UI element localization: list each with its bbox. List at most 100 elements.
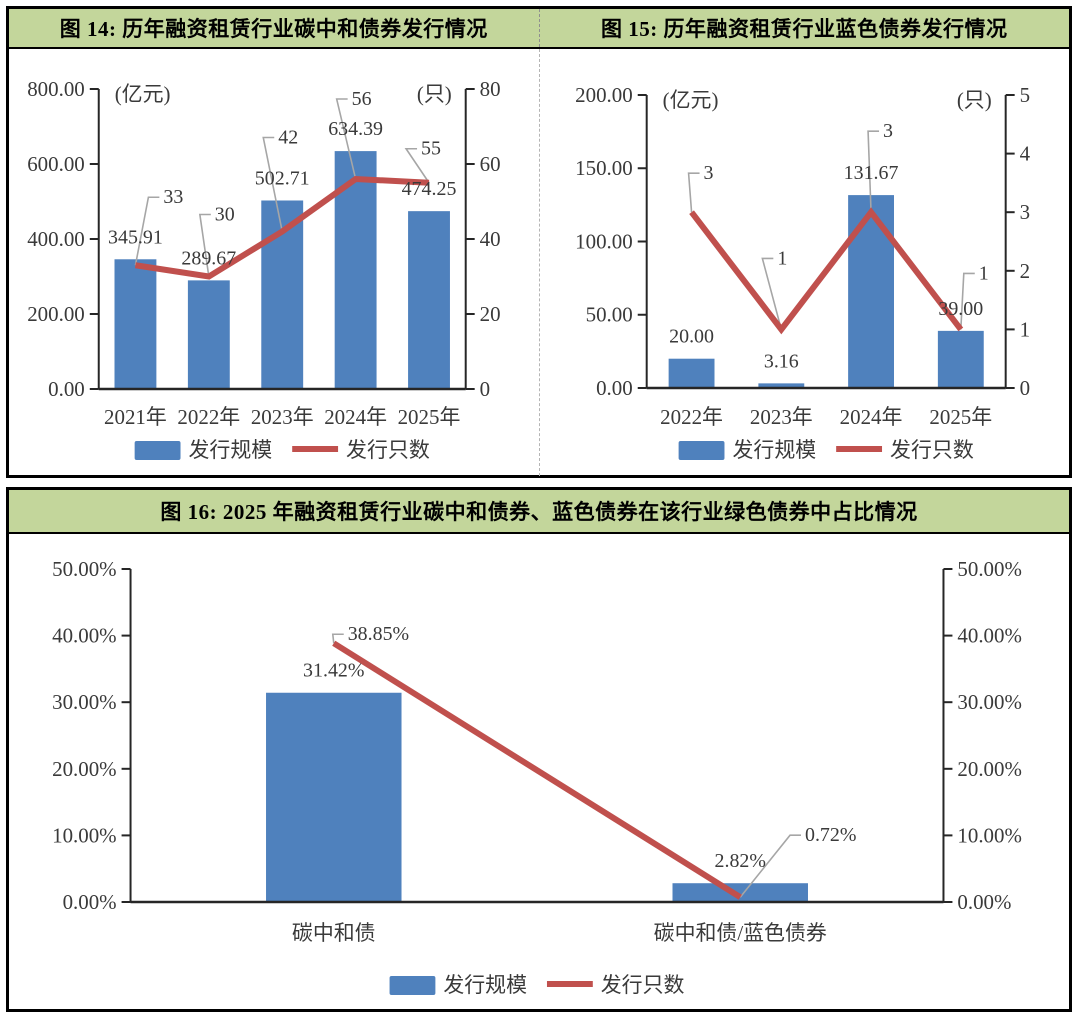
bar	[408, 211, 450, 389]
data-labels: 31.42% 2.82% 38.85% 0.72% 碳中和债 碳中和债/蓝色债券	[292, 623, 857, 945]
right-tick-label: 2	[1019, 259, 1029, 283]
right-tick-label: 5	[1019, 83, 1029, 107]
line-value-label: 56	[352, 88, 372, 110]
figure-14-title: 图 14: 历年融资租赁行业碳中和债券发行情况	[9, 9, 540, 47]
leader-line	[959, 272, 975, 330]
legend-bar-label: 发行规模	[443, 973, 527, 997]
left-tick-label: 40.00%	[52, 624, 116, 648]
legend: 发行规模 发行只数	[389, 973, 685, 997]
legend: 发行规模 发行只数	[678, 438, 973, 462]
leader-line	[262, 136, 284, 232]
bar	[937, 330, 984, 388]
left-tick-label: 20.00%	[52, 757, 116, 781]
left-tick-label: 0.00	[48, 377, 85, 401]
line-value-label: 3	[883, 120, 893, 142]
right-tick-label: 20.00%	[957, 757, 1021, 781]
bar-value-label: 345.91	[108, 226, 163, 248]
legend-bar-label: 发行规模	[732, 438, 816, 462]
bar	[668, 358, 715, 388]
legend-bar-swatch	[678, 441, 724, 460]
legend-bar-swatch	[134, 441, 181, 460]
bar-value-label: 39.00	[938, 298, 983, 320]
bar	[266, 692, 402, 902]
bar	[187, 280, 230, 389]
line-series	[134, 175, 430, 280]
bar-value-label: 474.25	[402, 178, 457, 200]
left-tick-label: 600.00	[27, 152, 85, 176]
line-value-label: 1	[978, 262, 988, 284]
category-label: 2023年	[251, 405, 314, 429]
left-axis-unit: (亿元)	[115, 82, 171, 106]
line-value-label: 1	[777, 247, 787, 269]
line-value-label: 42	[278, 126, 298, 148]
right-tick-label: 40	[480, 227, 501, 251]
leader-line	[198, 213, 211, 277]
right-tick-label: 40.00%	[957, 624, 1021, 648]
right-tick-label: 50.00%	[957, 557, 1021, 581]
figure-16-title: 图 16: 2025 年融资租赁行业碳中和债券、蓝色债券在该行业绿色债券中占比情…	[9, 490, 1069, 534]
leader-line	[739, 834, 802, 898]
right-tick-label: 3	[1019, 200, 1029, 224]
figure-15-combo-chart: 0.00 50.00 100.00 150.00 200.00 0 1 2 3 4 5 (亿元) (只)…	[575, 83, 1030, 462]
left-tick-label: 10.00%	[52, 823, 116, 847]
legend-line-swatch	[546, 981, 593, 987]
callout-leaders	[134, 98, 430, 277]
left-axis-unit: (亿元)	[662, 88, 718, 112]
left-tick-label: 200.00	[27, 302, 85, 326]
legend-line-swatch	[292, 446, 339, 452]
category-label: 2024年	[839, 405, 902, 429]
line-series	[332, 640, 742, 900]
left-tick-label: 50.00	[585, 303, 632, 327]
right-tick-label: 20	[480, 302, 501, 326]
axes: 0.00 50.00 100.00 150.00 200.00 0 1 2 3 4 5 (亿元) (只)	[575, 83, 1030, 400]
bar	[114, 259, 157, 389]
bar-value-label: 2.82%	[715, 850, 766, 872]
category-label: 2025年	[398, 405, 461, 429]
line-value-label: 38.85%	[348, 623, 409, 645]
figure-15-chart-cell: 0.00 50.00 100.00 150.00 200.00 0 1 2 3 4 5 (亿元) (只)…	[540, 49, 1070, 476]
data-labels: 20.00 3.16 131.67 39.00 3 1 3 1 2022年 2023年 2024年 2…	[660, 120, 992, 429]
figures-14-15-header-row: 图 14: 历年融资租赁行业碳中和债券发行情况 图 15: 历年融资租赁行业蓝色…	[9, 9, 1069, 49]
category-label: 碳中和债/蓝色债券	[654, 921, 827, 945]
legend-line-label: 发行只数	[601, 973, 685, 997]
figure-14-combo-chart: 0.00 200.00 400.00 600.00 800.00 0 20 40 60 80 (亿元…	[27, 77, 500, 462]
leader-line	[866, 130, 879, 213]
bar-value-label: 20.00	[669, 326, 714, 348]
line-series	[688, 207, 963, 335]
category-label: 2025年	[929, 405, 992, 429]
bar	[847, 195, 894, 388]
leader-line	[331, 633, 344, 644]
left-tick-label: 0.00%	[63, 890, 117, 914]
left-tick-label: 0.00	[596, 376, 633, 400]
legend-line-label: 发行只数	[346, 438, 430, 462]
leader-line	[687, 172, 700, 213]
figure-14-chart-cell: 0.00 200.00 400.00 600.00 800.00 0 20 40 60 80 (亿元…	[9, 49, 540, 476]
category-label: 碳中和债	[292, 921, 376, 945]
bar-value-label: 502.71	[255, 167, 310, 189]
left-tick-label: 30.00%	[52, 690, 116, 714]
left-tick-label: 100.00	[575, 229, 633, 253]
callout-leaders	[331, 633, 802, 898]
category-label: 2022年	[177, 405, 240, 429]
line-value-label: 30	[215, 203, 235, 225]
callout-leaders	[687, 130, 975, 330]
right-tick-label: 0	[1019, 376, 1029, 400]
legend-bar-swatch	[389, 976, 436, 995]
line-value-label: 3	[703, 162, 713, 184]
bar-series	[114, 151, 450, 389]
right-tick-label: 4	[1019, 142, 1030, 166]
axes: 0.00% 10.00% 20.00% 30.00% 40.00% 50.00% 0.00%…	[52, 557, 1022, 914]
data-labels: 345.91 289.67 502.71 634.39 474.25 33 30 42 56 55…	[104, 88, 460, 429]
bar-series	[266, 692, 808, 902]
left-tick-label: 800.00	[27, 77, 85, 101]
category-label: 2023年	[749, 405, 812, 429]
line-value-label: 0.72%	[805, 824, 856, 846]
figures-14-15-chart-row: 0.00 200.00 400.00 600.00 800.00 0 20 40 60 80 (亿元…	[9, 49, 1069, 476]
legend-line-label: 发行只数	[890, 438, 974, 462]
axes: 0.00 200.00 400.00 600.00 800.00 0 20 40 60 80 (亿元…	[27, 77, 500, 401]
right-tick-label: 80	[480, 77, 501, 101]
left-tick-label: 200.00	[575, 83, 633, 107]
right-tick-label: 1	[1019, 317, 1029, 341]
line-value-label: 33	[163, 186, 183, 208]
legend-line-swatch	[835, 446, 882, 452]
